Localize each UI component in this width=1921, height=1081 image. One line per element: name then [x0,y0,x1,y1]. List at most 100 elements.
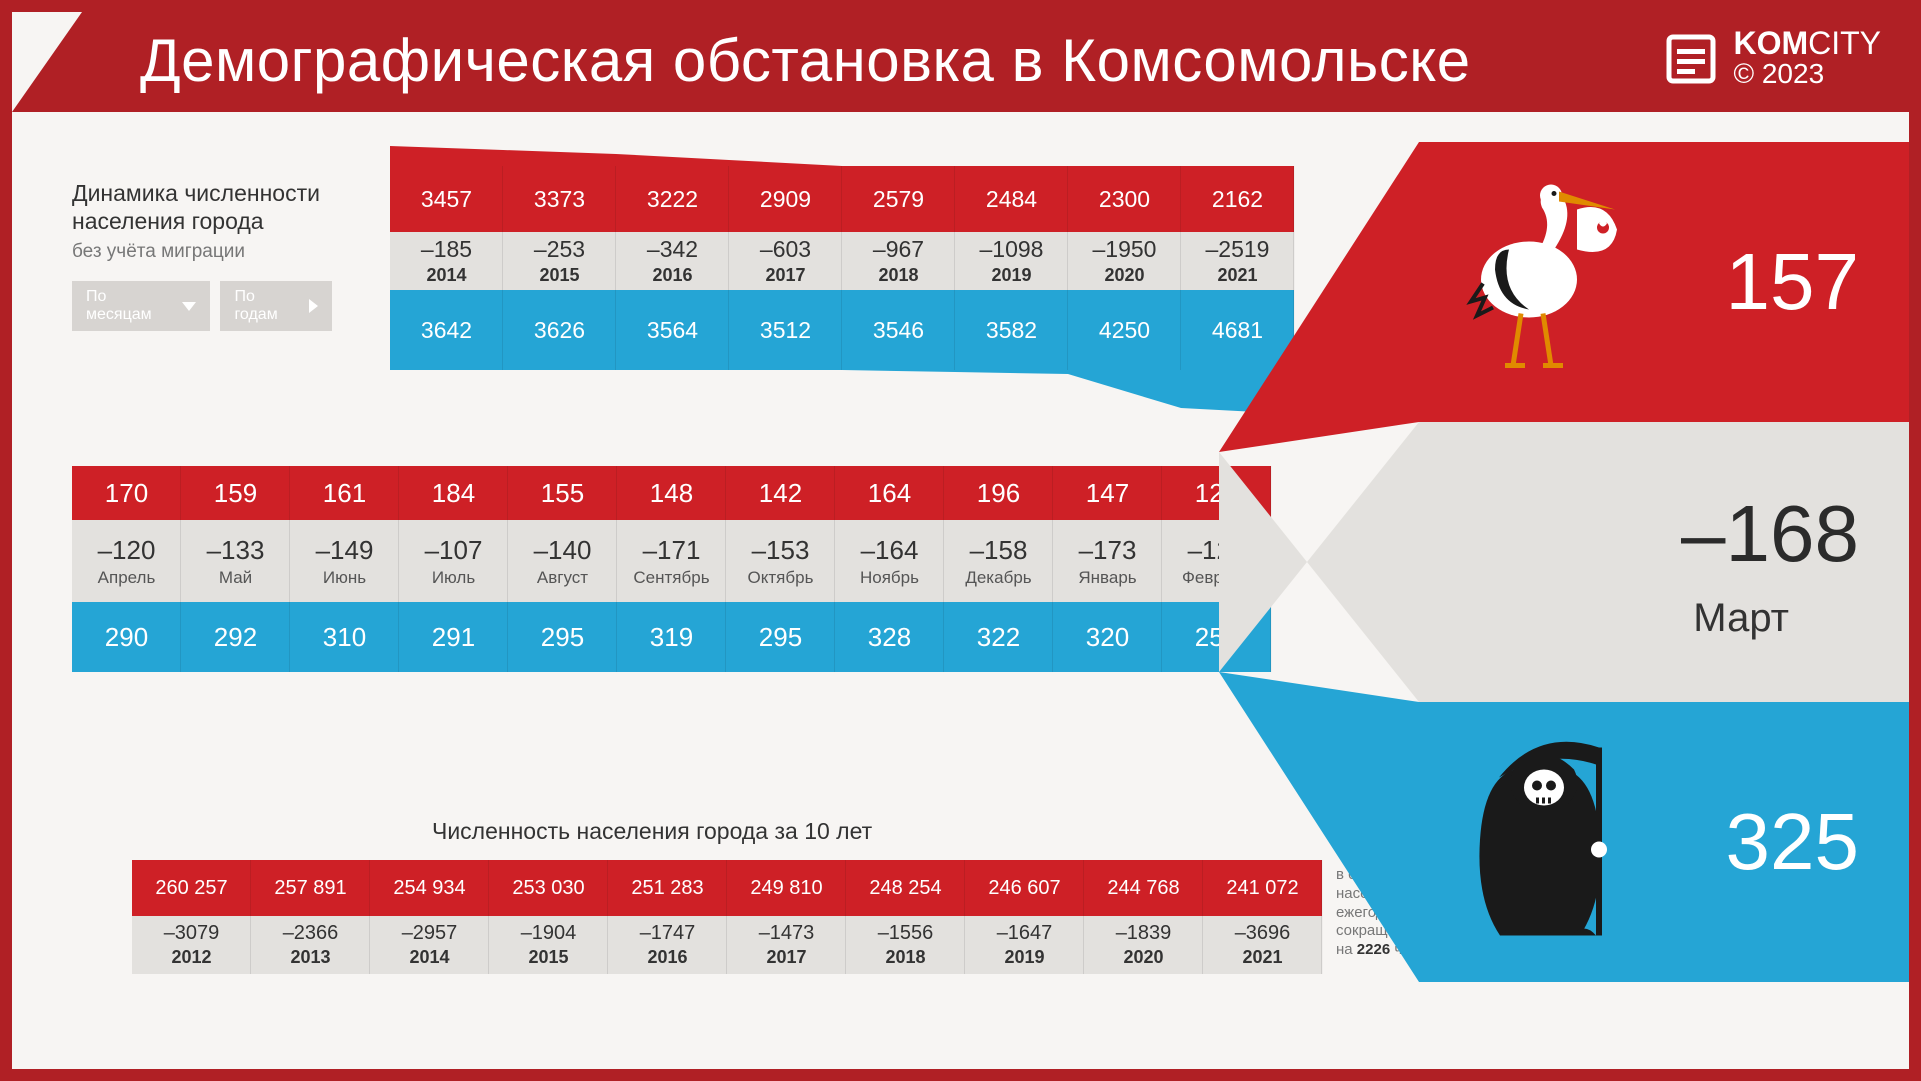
table-cell: –158Декабрь [944,520,1053,602]
table-cell: 3546 [842,290,955,370]
table-cell: –10982019 [955,232,1068,290]
deaths-value: 325 [1726,796,1859,888]
table-cell: 248 254 [846,860,965,916]
table-cell: 184 [399,466,508,520]
table-cell: –120Апрель [72,520,181,602]
table-cell: 249 810 [727,860,846,916]
table-cell: 322 [944,602,1053,672]
big-delta: –168 Март [1419,422,1909,702]
table-cell: 148 [617,466,726,520]
chevron-right-icon [309,299,318,313]
table-cell: 291 [399,602,508,672]
table-cell: 253 030 [489,860,608,916]
table-cell: 2909 [729,166,842,232]
chart-years: 34573373322229092579248423002162 –185201… [390,166,1294,370]
stork-icon [1459,180,1629,385]
table-cell: 155 [508,466,617,520]
table-cell: 244 768 [1084,860,1203,916]
table-cell: –19502020 [1068,232,1181,290]
table-cell: –149Июнь [290,520,399,602]
chart-population-title: Численность населения города за 10 лет [432,818,872,845]
big-summary: 157 –168 Март [1419,142,1909,982]
table-cell: 292 [181,602,290,672]
table-cell: –14732017 [727,916,846,974]
table-cell: 3512 [729,290,842,370]
brand-name: KOMCITY [1733,28,1881,58]
table-cell: 3582 [955,290,1068,370]
reaper-icon [1459,730,1629,955]
table-cell: 196 [944,466,1053,520]
chart-months: 170159161184155148142164196147124 –120Ап… [72,466,1271,672]
table-cell: –9672018 [842,232,955,290]
subtitle-line2: без учёта миграции [72,241,332,263]
table-cell: –133Май [181,520,290,602]
brand-prefix: KOM [1733,25,1808,61]
table-cell: 147 [1053,466,1162,520]
table-cell: –171Сентябрь [617,520,726,602]
table-cell: 161 [290,466,399,520]
births-value: 157 [1726,236,1859,328]
table-cell: –23662013 [251,916,370,974]
subtitle-line1: Динамика численности населения города [72,180,332,235]
big-deaths: 325 [1419,702,1909,982]
table-cell: –153Октябрь [726,520,835,602]
table-cell: 251 283 [608,860,727,916]
chart-years-top-wave [390,146,1294,166]
table-cell: –18392020 [1084,916,1203,974]
table-cell: 4250 [1068,290,1181,370]
table-cell: 320 [1053,602,1162,672]
table-cell: 3457 [390,166,503,232]
header-bar: Демографическая обстановка в Комсомольск… [12,12,1909,112]
table-cell: –29572014 [370,916,489,974]
table-cell: 3626 [503,290,616,370]
table-cell: 3564 [616,290,729,370]
komcity-logo-icon [1663,31,1719,87]
table-cell: 328 [835,602,944,672]
chart-years-bottom-wave [390,370,1294,414]
table-cell: –107Июль [399,520,508,602]
by-months-label: По месяцам [86,288,174,324]
table-cell: 246 607 [965,860,1084,916]
table-cell: –173Январь [1053,520,1162,602]
table-cell: 170 [72,466,181,520]
table-cell: –1852014 [390,232,503,290]
table-cell: 254 934 [370,860,489,916]
table-cell: 260 257 [132,860,251,916]
brand-year: © 2023 [1733,58,1881,90]
table-cell: 2300 [1068,166,1181,232]
table-cell: –17472016 [608,916,727,974]
table-cell: –6032017 [729,232,842,290]
table-cell: –2532015 [503,232,616,290]
by-years-button[interactable]: По годам [220,281,332,331]
table-cell: 3373 [503,166,616,232]
chart-population: 260 257257 891254 934253 030251 283249 8… [132,860,1322,974]
brand-suffix: CITY [1808,25,1881,61]
nav-buttons: По месяцам По годам [72,281,332,331]
chevron-down-icon [182,302,196,311]
table-cell: 310 [290,602,399,672]
big-summary-wedges [1219,142,1419,982]
by-years-label: По годам [234,288,301,324]
table-cell: –140Август [508,520,617,602]
table-cell: 3642 [390,290,503,370]
by-months-button[interactable]: По месяцам [72,281,210,331]
header-notch [12,12,82,112]
table-cell: 159 [181,466,290,520]
infographic-frame: Демографическая обстановка в Комсомольск… [0,0,1921,1081]
table-cell: –19042015 [489,916,608,974]
table-cell: 257 891 [251,860,370,916]
table-cell: 319 [617,602,726,672]
brand-block: KOMCITY © 2023 [1663,28,1881,90]
table-cell: –3422016 [616,232,729,290]
table-cell: 2484 [955,166,1068,232]
table-cell: 3222 [616,166,729,232]
table-cell: –15562018 [846,916,965,974]
table-cell: 295 [508,602,617,672]
table-cell: 2579 [842,166,955,232]
subtitle-box: Динамика численности населения города бе… [72,180,332,331]
delta-value: –168 [1681,488,1859,580]
big-births: 157 [1419,142,1909,422]
table-cell: –16472019 [965,916,1084,974]
big-month-label: Март [1693,596,1789,641]
table-cell: 164 [835,466,944,520]
